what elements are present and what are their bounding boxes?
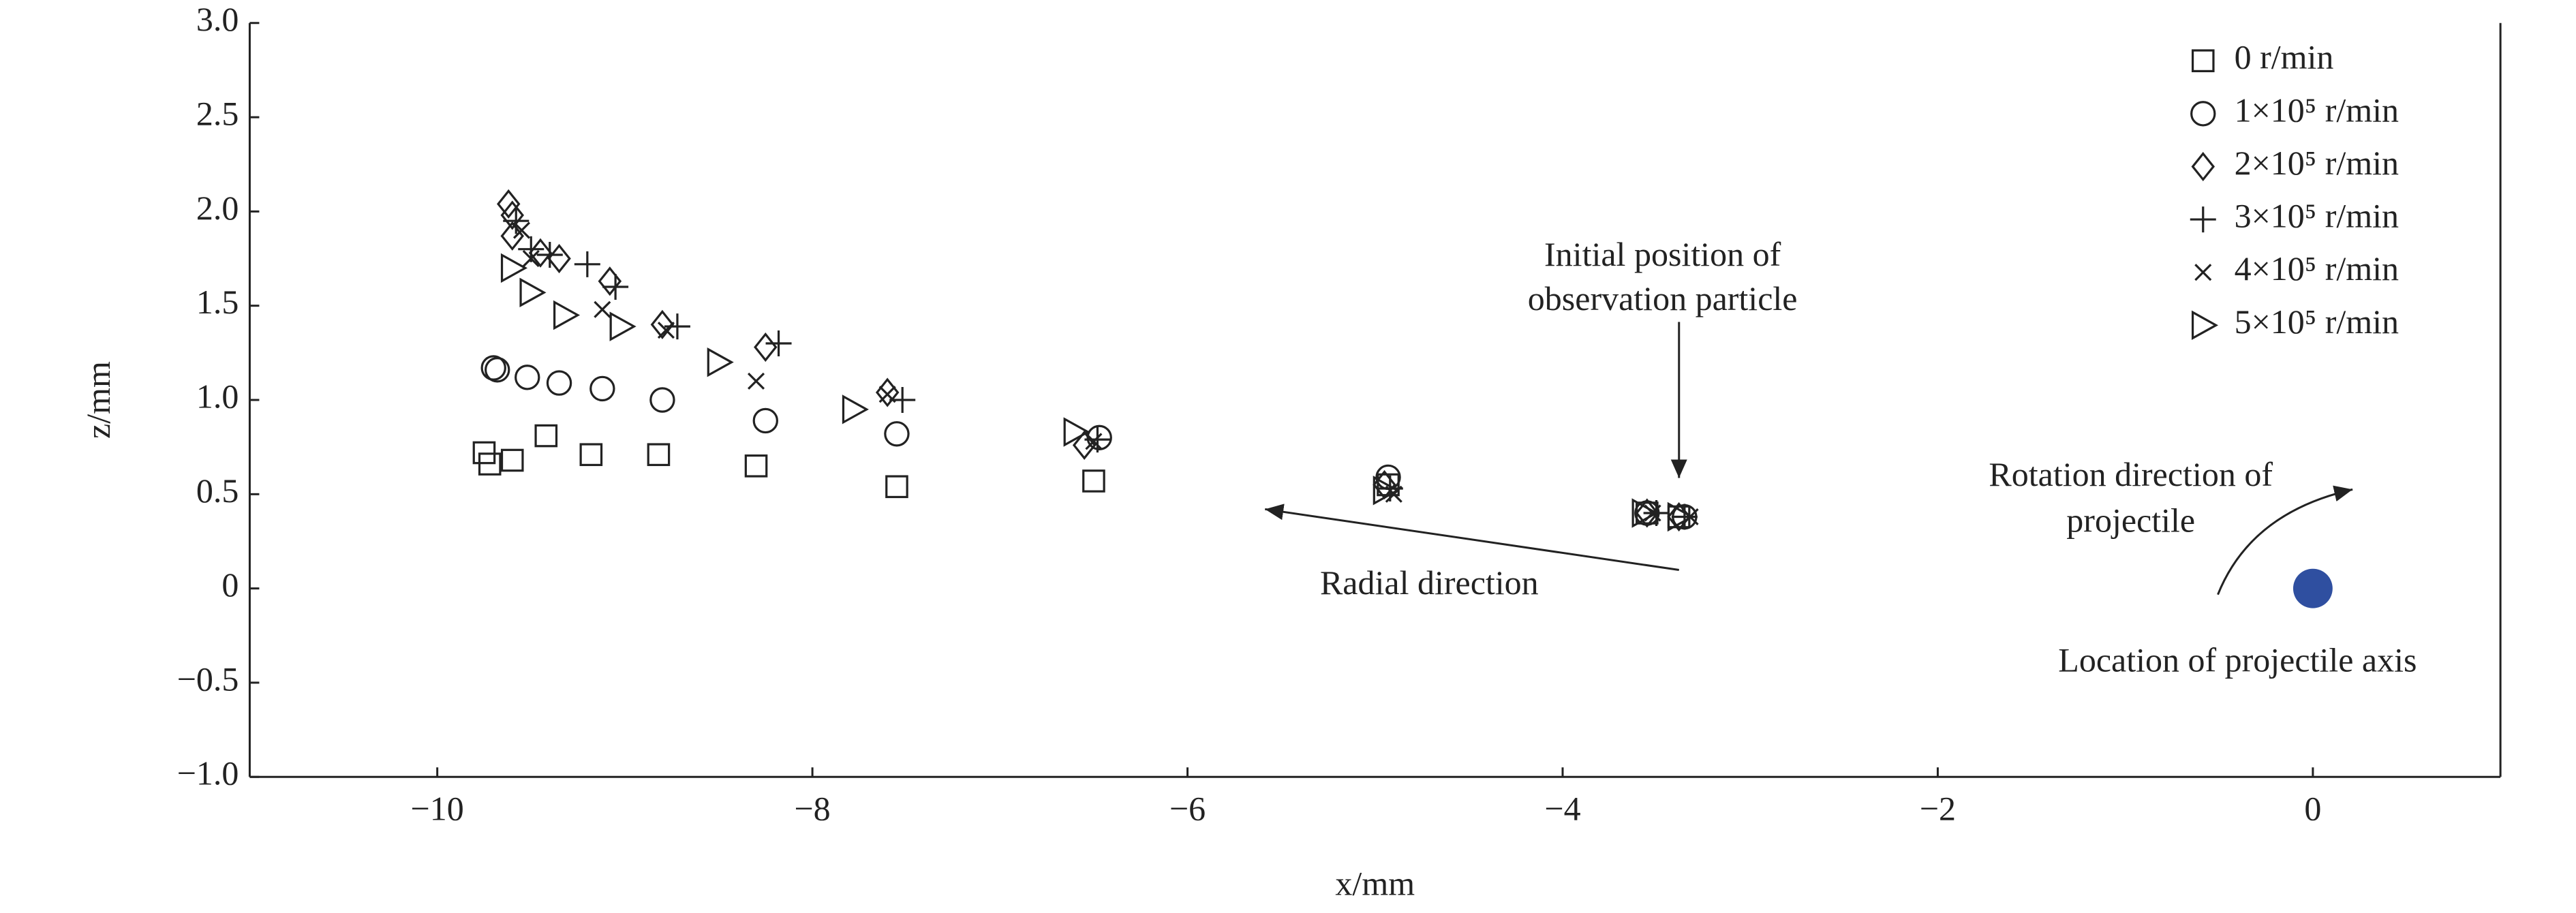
marker-plus <box>536 242 563 268</box>
marker-plus <box>2190 206 2216 233</box>
marker-circle <box>485 357 510 383</box>
marker-triangle <box>1631 498 1659 528</box>
marker-triangle <box>609 311 637 341</box>
marker-circle <box>649 387 675 413</box>
marker-triangle <box>500 253 528 283</box>
annotation: Initial position of <box>1544 235 1781 273</box>
y-tick-label: 3.0 <box>196 0 239 38</box>
x-tick-label: −8 <box>794 790 830 828</box>
annotation: Rotation direction of <box>1989 455 2273 493</box>
marker-x <box>512 221 531 239</box>
marker-x <box>1085 433 1103 450</box>
y-tick-label: 0 <box>221 566 239 604</box>
arrow <box>1265 504 1679 572</box>
y-axis-label: z/mm <box>79 361 117 439</box>
marker-diamond <box>1635 498 1659 528</box>
marker-triangle <box>1667 501 1694 532</box>
x-axis-label: x/mm <box>1335 864 1415 902</box>
marker-diamond <box>754 332 778 362</box>
annotation: projectile <box>2066 501 2195 539</box>
marker-diamond <box>500 200 524 230</box>
marker-circle <box>589 375 615 402</box>
marker-plus <box>1084 427 1111 453</box>
marker-triangle <box>553 300 581 330</box>
marker-x <box>594 300 611 318</box>
marker-plus <box>602 274 629 300</box>
marker-triangle <box>707 347 734 377</box>
y-tick-label: −1.0 <box>177 754 239 792</box>
marker-circle <box>546 370 572 396</box>
marker-triangle <box>1373 476 1400 506</box>
x-tick-label: 0 <box>2304 790 2321 828</box>
marker-x <box>657 322 675 339</box>
x-tick-label: −10 <box>411 790 464 828</box>
marker-x <box>522 250 540 268</box>
marker-x <box>1385 485 1402 503</box>
marker-x <box>747 372 765 390</box>
marker-x <box>878 386 896 403</box>
y-tick-label: −0.5 <box>177 660 239 698</box>
y-tick-label: 2.0 <box>196 189 239 227</box>
marker-x <box>2194 264 2212 281</box>
marker-square <box>500 448 524 472</box>
marker-circle <box>480 355 506 381</box>
legend-label: 4×10⁵ r/min <box>2235 249 2399 288</box>
legend-label: 1×10⁵ r/min <box>2235 91 2399 129</box>
marker-square <box>647 443 671 467</box>
x-tick-label: −2 <box>1920 790 1956 828</box>
axis-point <box>2293 568 2333 608</box>
x-tick-label: −4 <box>1544 790 1580 828</box>
marker-square <box>744 454 768 478</box>
marker-plus <box>574 251 600 277</box>
y-tick-label: 2.5 <box>196 95 239 133</box>
marker-diamond <box>2191 151 2215 182</box>
marker-square <box>1082 469 1105 493</box>
legend-label: 5×10⁵ r/min <box>2235 303 2399 341</box>
marker-diamond <box>598 266 622 296</box>
marker-circle <box>884 421 910 447</box>
marker-triangle <box>519 277 547 308</box>
marker-diamond <box>547 243 571 274</box>
marker-diamond <box>496 189 521 219</box>
marker-square <box>579 443 603 467</box>
annotation: Location of projectile axis <box>2058 640 2417 679</box>
legend-label: 0 r/min <box>2235 38 2334 76</box>
legend-label: 2×10⁵ r/min <box>2235 144 2399 182</box>
marker-circle <box>515 365 540 390</box>
marker-triangle <box>1063 417 1090 447</box>
y-tick-label: 0.5 <box>196 471 239 510</box>
marker-diamond <box>1072 430 1097 460</box>
marker-circle <box>752 407 778 434</box>
marker-square <box>2191 49 2215 72</box>
marker-triangle <box>2191 310 2219 341</box>
marker-square <box>885 475 908 499</box>
annotation: Radial direction <box>1320 563 1539 602</box>
marker-diamond <box>650 309 675 339</box>
marker-square <box>534 424 558 448</box>
marker-square <box>478 452 502 476</box>
x-tick-label: −6 <box>1169 790 1206 828</box>
marker-plus <box>765 330 792 357</box>
marker-triangle <box>842 394 869 424</box>
marker-plus <box>503 208 530 234</box>
legend-label: 3×10⁵ r/min <box>2235 197 2399 235</box>
y-tick-label: 1.5 <box>196 283 239 321</box>
arrow <box>2217 485 2353 595</box>
y-tick-label: 1.0 <box>196 377 239 415</box>
marker-circle <box>2190 101 2216 127</box>
annotation: observation particle <box>1528 279 1798 318</box>
